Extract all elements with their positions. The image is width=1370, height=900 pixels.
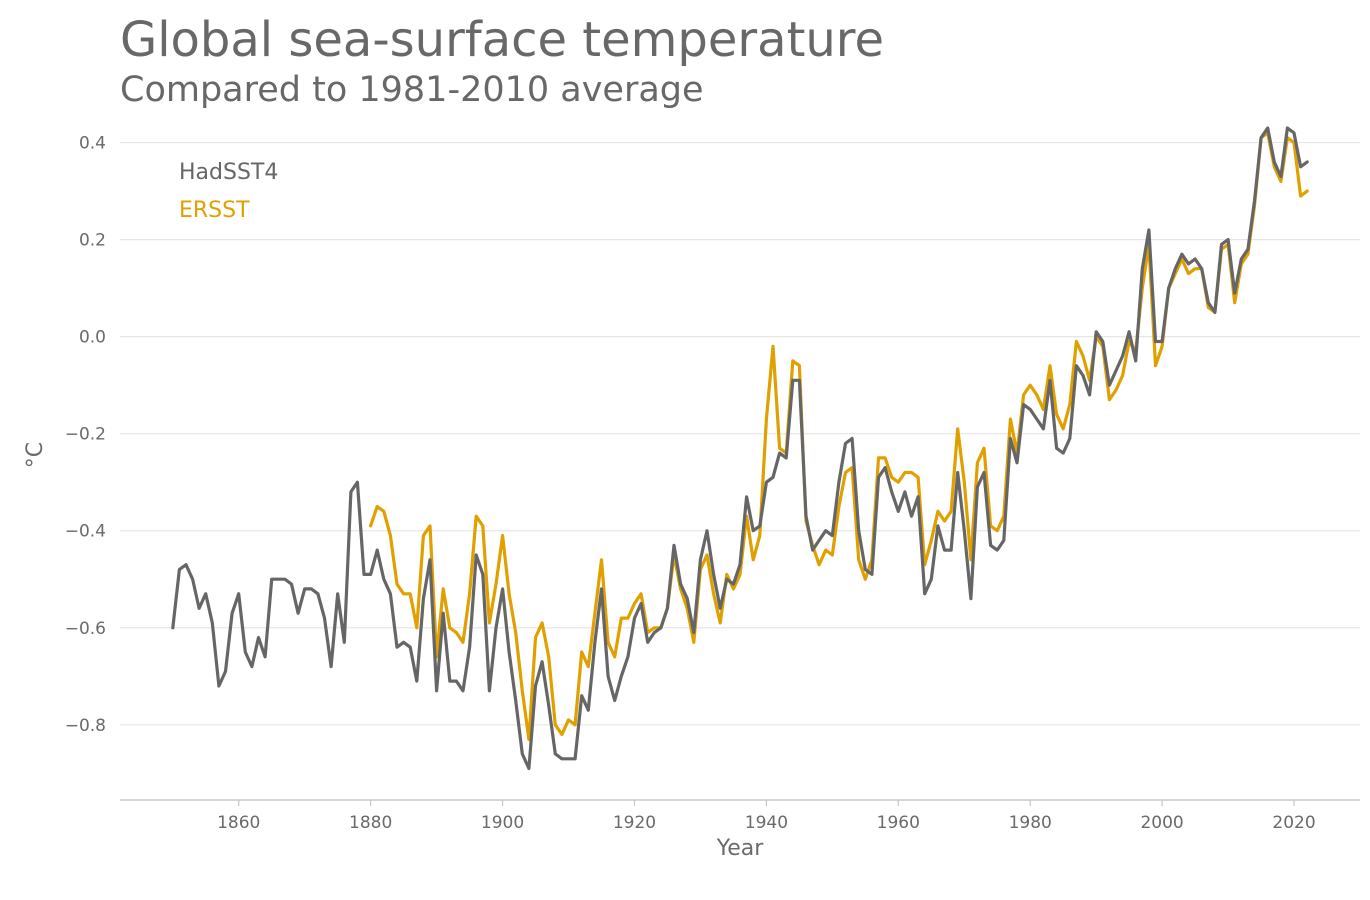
y-tick-label: −0.8 bbox=[65, 716, 106, 736]
x-tick-label: 1940 bbox=[745, 813, 788, 833]
x-tick-label: 1960 bbox=[877, 813, 920, 833]
legend-entry-ersst: ERSST bbox=[179, 198, 250, 223]
series-line-hadsst4 bbox=[171, 126, 1309, 771]
y-tick-label: 0.4 bbox=[79, 134, 106, 154]
y-tick-label: 0.0 bbox=[79, 328, 106, 348]
x-axis: 1860 1880 1900 1920 1940 1960 1980 2000 2020 bbox=[217, 800, 1316, 833]
x-tick-label: 1880 bbox=[349, 813, 392, 833]
y-tick-label: −0.4 bbox=[65, 522, 106, 542]
x-tick-label: 1860 bbox=[217, 813, 260, 833]
chart-subtitle: Compared to 1981-2010 average bbox=[120, 70, 704, 110]
legend-entry-hadsst4: HadSST4 bbox=[179, 160, 278, 185]
y-axis-title: °C bbox=[23, 442, 48, 468]
y-tick-label: −0.2 bbox=[65, 425, 106, 445]
y-tick-label: 0.2 bbox=[79, 231, 106, 251]
y-axis: 0.4 0.2 0.0 −0.2 −0.4 −0.6 −0.8 bbox=[65, 134, 106, 736]
x-axis-title: Year bbox=[716, 836, 765, 861]
gridlines bbox=[120, 141, 1360, 726]
series-lines bbox=[171, 126, 1309, 771]
series-line-ersst bbox=[369, 131, 1309, 742]
x-tick-label: 1920 bbox=[613, 813, 656, 833]
x-tick-label: 1900 bbox=[481, 813, 524, 833]
x-tick-label: 2000 bbox=[1140, 813, 1183, 833]
chart-title: Global sea-surface temperature bbox=[120, 12, 885, 68]
legend: HadSST4 ERSST bbox=[179, 160, 278, 223]
x-tick-label: 1980 bbox=[1009, 813, 1052, 833]
x-tick-label: 2020 bbox=[1272, 813, 1315, 833]
y-tick-label: −0.6 bbox=[65, 619, 106, 639]
